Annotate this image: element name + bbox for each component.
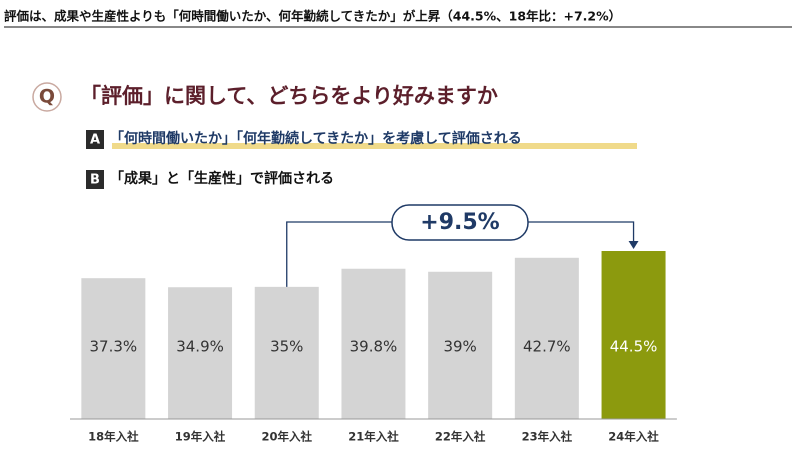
option-label: 「何時間働いたか」「何年勤続してきたか」を考慮して評価される xyxy=(110,130,522,147)
bar xyxy=(428,271,493,419)
option-key-box xyxy=(86,130,104,149)
value-label: 42.7% xyxy=(523,338,571,356)
x-tick-label: 20年入社 xyxy=(261,430,312,444)
value-label: 39.8% xyxy=(350,338,398,356)
highlight xyxy=(112,143,637,149)
bar xyxy=(341,268,406,419)
option-key: A xyxy=(90,133,100,148)
bar xyxy=(168,287,233,419)
value-label: 34.9% xyxy=(176,338,224,356)
x-tick-label: 24年入社 xyxy=(608,430,659,444)
annotation-box xyxy=(391,204,529,241)
x-tick-label: 21年入社 xyxy=(348,430,399,444)
headline: 評価は、成果や生産性よりも「何時間働いたか、何年勤続してきたか」が上昇（44.5… xyxy=(4,9,621,24)
value-label: 37.3% xyxy=(90,338,138,356)
option-key: B xyxy=(90,173,100,188)
option-key-box xyxy=(86,170,104,189)
bar xyxy=(254,286,319,419)
x-tick-label: 19年入社 xyxy=(175,430,226,444)
connector xyxy=(286,221,635,287)
value-label: 35% xyxy=(270,338,303,356)
question-title: 「評価」に関して、どちらをより好みますか xyxy=(80,84,498,108)
bar xyxy=(81,278,146,419)
value-label: 44.5% xyxy=(610,338,658,356)
annotation: +9.5% xyxy=(420,210,499,235)
value-label: 39% xyxy=(443,338,476,356)
arrow-head xyxy=(628,241,639,249)
bar xyxy=(601,251,666,419)
x-tick-label: 18年入社 xyxy=(88,430,139,444)
q-mark: Q xyxy=(39,86,55,108)
option-label: 「成果」と「生産性」で評価される xyxy=(110,170,334,187)
bar xyxy=(514,257,579,419)
x-tick-label: 23年入社 xyxy=(522,430,573,444)
q-circle xyxy=(32,82,62,112)
x-tick-label: 22年入社 xyxy=(435,430,486,444)
